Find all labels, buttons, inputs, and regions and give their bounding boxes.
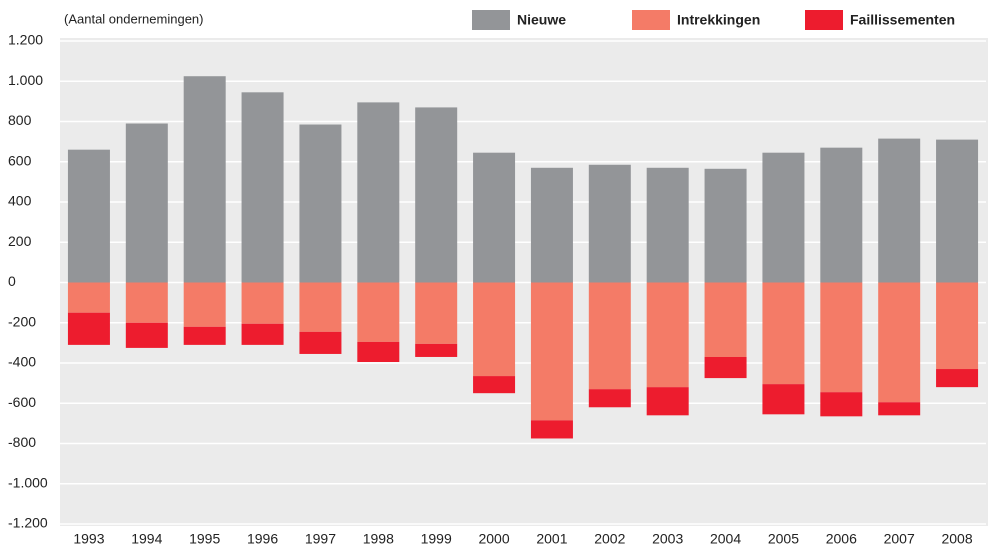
bar — [646, 282, 689, 388]
x-tick-label: 1994 — [131, 531, 162, 547]
bar — [588, 282, 631, 390]
x-tick-label: 2000 — [478, 531, 509, 547]
bar — [588, 389, 631, 408]
y-tick-label: -600 — [8, 394, 36, 410]
bar — [878, 138, 921, 283]
x-tick-label: 2008 — [941, 531, 972, 547]
y-tick-label: 0 — [8, 273, 16, 289]
legend-label: Intrekkingen — [677, 12, 760, 28]
bar — [762, 384, 805, 415]
x-tick-label: 2007 — [884, 531, 915, 547]
y-tick-label: -1.000 — [8, 474, 48, 490]
bar — [530, 167, 573, 283]
y-tick-label: -200 — [8, 313, 36, 329]
bar — [704, 282, 747, 357]
bar — [299, 331, 342, 354]
bar — [530, 420, 573, 439]
bar — [878, 282, 921, 403]
bar — [820, 392, 863, 417]
legend-swatch — [805, 10, 843, 30]
bar — [878, 402, 921, 416]
x-tick-label: 2001 — [536, 531, 567, 547]
x-tick-label: 2004 — [710, 531, 741, 547]
bar — [67, 312, 110, 345]
x-tick-label: 2002 — [594, 531, 625, 547]
bar — [125, 322, 168, 348]
bar — [183, 282, 226, 327]
x-tick-label: 1999 — [421, 531, 452, 547]
x-tick-label: 2005 — [768, 531, 799, 547]
x-tick-label: 1993 — [73, 531, 104, 547]
legend-swatch — [632, 10, 670, 30]
y-tick-label: -400 — [8, 354, 36, 370]
x-tick-label: 2006 — [826, 531, 857, 547]
bar — [241, 323, 284, 345]
bar — [415, 343, 458, 357]
x-tick-label: 1995 — [189, 531, 220, 547]
y-tick-label: -800 — [8, 434, 36, 450]
x-tick-label: 1997 — [305, 531, 336, 547]
y-tick-label: 200 — [8, 233, 32, 249]
bar — [357, 102, 400, 283]
bar — [473, 376, 516, 394]
y-tick-label: 400 — [8, 193, 32, 209]
bar — [820, 147, 863, 283]
bar — [820, 282, 863, 393]
bar — [936, 282, 979, 370]
bar — [357, 341, 400, 362]
bar — [183, 76, 226, 283]
bar — [473, 152, 516, 283]
x-tick-label: 1996 — [247, 531, 278, 547]
bar — [299, 124, 342, 283]
bar — [241, 92, 284, 283]
bar — [415, 107, 458, 283]
bar — [357, 282, 400, 342]
bar — [646, 167, 689, 283]
bar — [241, 282, 284, 324]
y-tick-label: 1.000 — [8, 72, 43, 88]
x-tick-label: 1998 — [363, 531, 394, 547]
bar — [936, 139, 979, 283]
y-tick-label: -1.200 — [8, 515, 48, 531]
legend-label: Nieuwe — [517, 12, 566, 28]
bar — [67, 149, 110, 283]
bar — [762, 282, 805, 385]
bar — [415, 282, 458, 344]
bar — [67, 282, 110, 313]
bar — [473, 282, 516, 377]
bar — [125, 282, 168, 323]
annotation: (Aantal ondernemingen) — [64, 11, 203, 26]
bar — [762, 152, 805, 283]
legend-swatch — [472, 10, 510, 30]
bar — [936, 369, 979, 388]
bar — [125, 123, 168, 283]
bar — [588, 164, 631, 283]
bar — [299, 282, 342, 332]
y-tick-label: 800 — [8, 112, 32, 128]
legend-label: Faillissementen — [850, 12, 955, 28]
y-tick-label: 1.200 — [8, 32, 43, 48]
bar — [704, 356, 747, 379]
bar — [530, 282, 573, 421]
bar — [704, 168, 747, 283]
x-tick-label: 2003 — [652, 531, 683, 547]
bar — [646, 387, 689, 416]
bar — [183, 326, 226, 345]
y-tick-label: 600 — [8, 152, 32, 168]
